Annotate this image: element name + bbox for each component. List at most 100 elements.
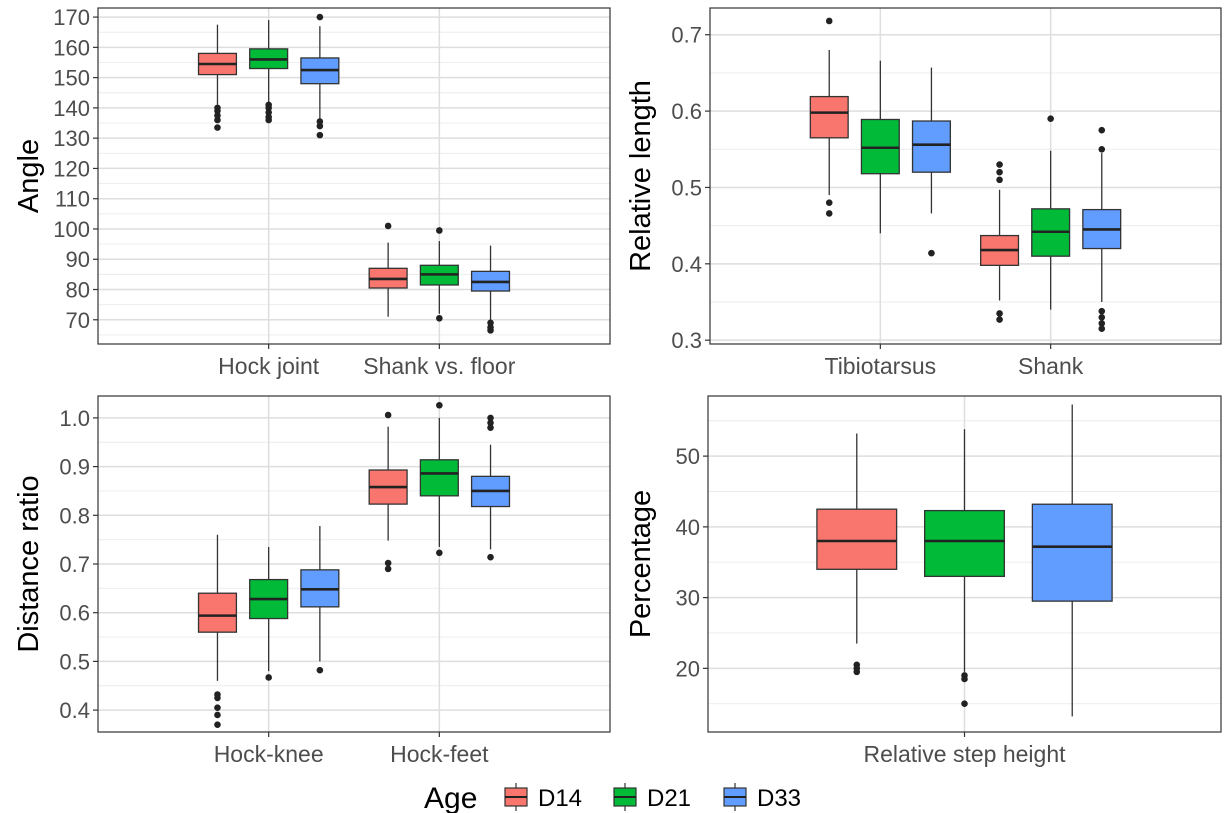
x-tick-label: Shank vs. floor <box>363 353 515 379</box>
x-axis: Hock-knee Hock-feet <box>214 732 489 767</box>
y-tick-label: 110 <box>55 187 90 212</box>
outlier-point <box>996 168 1003 176</box>
y-tick-label: 170 <box>53 5 90 30</box>
legend-title: Age <box>424 782 477 813</box>
legend-label: D33 <box>757 785 801 812</box>
outlier-point <box>487 424 494 431</box>
box-iqr <box>1031 503 1113 602</box>
box-iqr <box>809 95 849 139</box>
x-tick-label: Shank <box>1018 353 1084 379</box>
outlier-point <box>316 118 324 125</box>
box-d21-relative-step-height <box>923 429 1006 708</box>
outlier-point <box>265 674 272 681</box>
y-tick-label: 0.3 <box>671 328 702 353</box>
y-tick-label: 140 <box>53 96 90 121</box>
outlier-point <box>384 411 392 419</box>
y-tick-label: 160 <box>53 35 90 60</box>
legend-item-d14: D14 <box>504 783 582 812</box>
x-tick-label: Hock joint <box>218 353 320 379</box>
outlier-point <box>1098 325 1106 333</box>
outlier-point <box>996 176 1003 184</box>
outlier-point <box>1098 145 1106 153</box>
y-tick-label: 70 <box>66 308 90 333</box>
outlier-point <box>487 419 494 427</box>
outlier-point <box>1098 307 1106 315</box>
box-d33-shank-vs-floor <box>470 245 511 334</box>
outlier-point <box>961 700 968 708</box>
x-tick-label: Hock-knee <box>214 741 324 767</box>
y-axis-title: Percentage <box>625 490 657 638</box>
y-axis-title: Distance ratio <box>13 475 45 652</box>
y-axis: 20 30 40 50 <box>676 444 708 681</box>
y-tick-label: 0.8 <box>59 503 90 528</box>
box-d14-relative-step-height <box>816 433 898 676</box>
panel-2: 0.3 0.4 0.5 0.6 0.7 Tibiotarsus Shank Relative … <box>625 7 1222 379</box>
y-tick-label: 20 <box>676 656 700 681</box>
y-tick-label: 130 <box>53 126 90 151</box>
outlier-point <box>487 414 494 422</box>
box-d33-relative-step-height <box>1031 404 1113 717</box>
grid <box>98 8 610 344</box>
y-tick-label: 100 <box>53 217 90 242</box>
outlier-point <box>436 401 443 409</box>
y-tick-label: 40 <box>676 515 700 540</box>
outlier-point <box>316 131 324 139</box>
outlier-point <box>436 314 443 322</box>
legend: Age D14 D21 D33 <box>424 782 801 813</box>
box-d33-tibiotarsus <box>911 67 951 257</box>
box-iqr <box>911 120 951 173</box>
outlier-point <box>996 316 1003 323</box>
y-tick-label: 0.6 <box>671 99 702 124</box>
outlier-point <box>1098 126 1106 134</box>
outlier-point <box>1047 115 1054 123</box>
x-axis: Hock joint Shank vs. floor <box>218 344 516 379</box>
box-d14-hock-feet <box>368 411 408 573</box>
y-axis: 70 80 90 100 110 120 130 140 150 160 170 <box>53 5 98 333</box>
outlier-point <box>487 327 494 334</box>
y-axis: 0.4 0.5 0.6 0.7 0.8 0.9 1.0 <box>59 406 98 723</box>
legend-item-d21: D21 <box>613 783 691 812</box>
box-d21-shank <box>1031 115 1071 310</box>
box-d14-hock-knee <box>197 534 238 728</box>
y-tick-label: 0.4 <box>671 252 702 277</box>
outlier-point <box>1098 320 1106 327</box>
outlier-point <box>487 319 494 327</box>
outlier-point <box>265 104 272 112</box>
outlier-point <box>961 675 968 683</box>
outlier-point <box>1098 313 1106 321</box>
outlier-point <box>384 559 392 567</box>
outlier-point <box>214 704 221 711</box>
y-tick-label: 90 <box>66 247 90 272</box>
y-tick-label: 30 <box>676 586 700 611</box>
y-tick-label: 150 <box>53 66 90 91</box>
outlier-point <box>265 116 272 124</box>
outlier-point <box>214 711 221 719</box>
y-tick-label: 0.4 <box>59 698 90 723</box>
outlier-point <box>214 694 221 702</box>
panel-3: 0.4 0.5 0.6 0.7 0.8 0.9 1.0 Hock-knee Hock-feet D… <box>13 395 611 767</box>
y-tick-label: 50 <box>676 444 700 469</box>
y-tick-label: 0.6 <box>59 601 90 626</box>
panel-border <box>709 7 1222 345</box>
box-d14-tibiotarsus <box>809 17 849 217</box>
outlier-point <box>316 122 324 130</box>
x-axis: Relative step height <box>863 732 1066 767</box>
x-tick-label: Relative step height <box>863 741 1066 767</box>
y-tick-label: 0.7 <box>59 552 90 577</box>
box-iqr <box>197 592 238 633</box>
box-d33-hock-feet <box>470 414 511 561</box>
y-tick-label: 80 <box>66 278 90 303</box>
y-tick-label: 0.5 <box>671 175 702 200</box>
outlier-point <box>996 161 1003 168</box>
grid <box>98 396 610 732</box>
outlier-point <box>214 107 221 115</box>
panel-border <box>97 7 611 345</box>
outlier-point <box>316 13 324 21</box>
legend-item-d33: D33 <box>723 783 801 812</box>
box-d33-shank <box>1082 126 1122 333</box>
box-d21-hock-feet <box>419 401 459 557</box>
outlier-point <box>214 721 221 728</box>
outlier-point <box>214 116 221 124</box>
panel-1: 70 80 90 100 110 120 130 140 150 160 170 Hock joint… <box>13 5 611 379</box>
